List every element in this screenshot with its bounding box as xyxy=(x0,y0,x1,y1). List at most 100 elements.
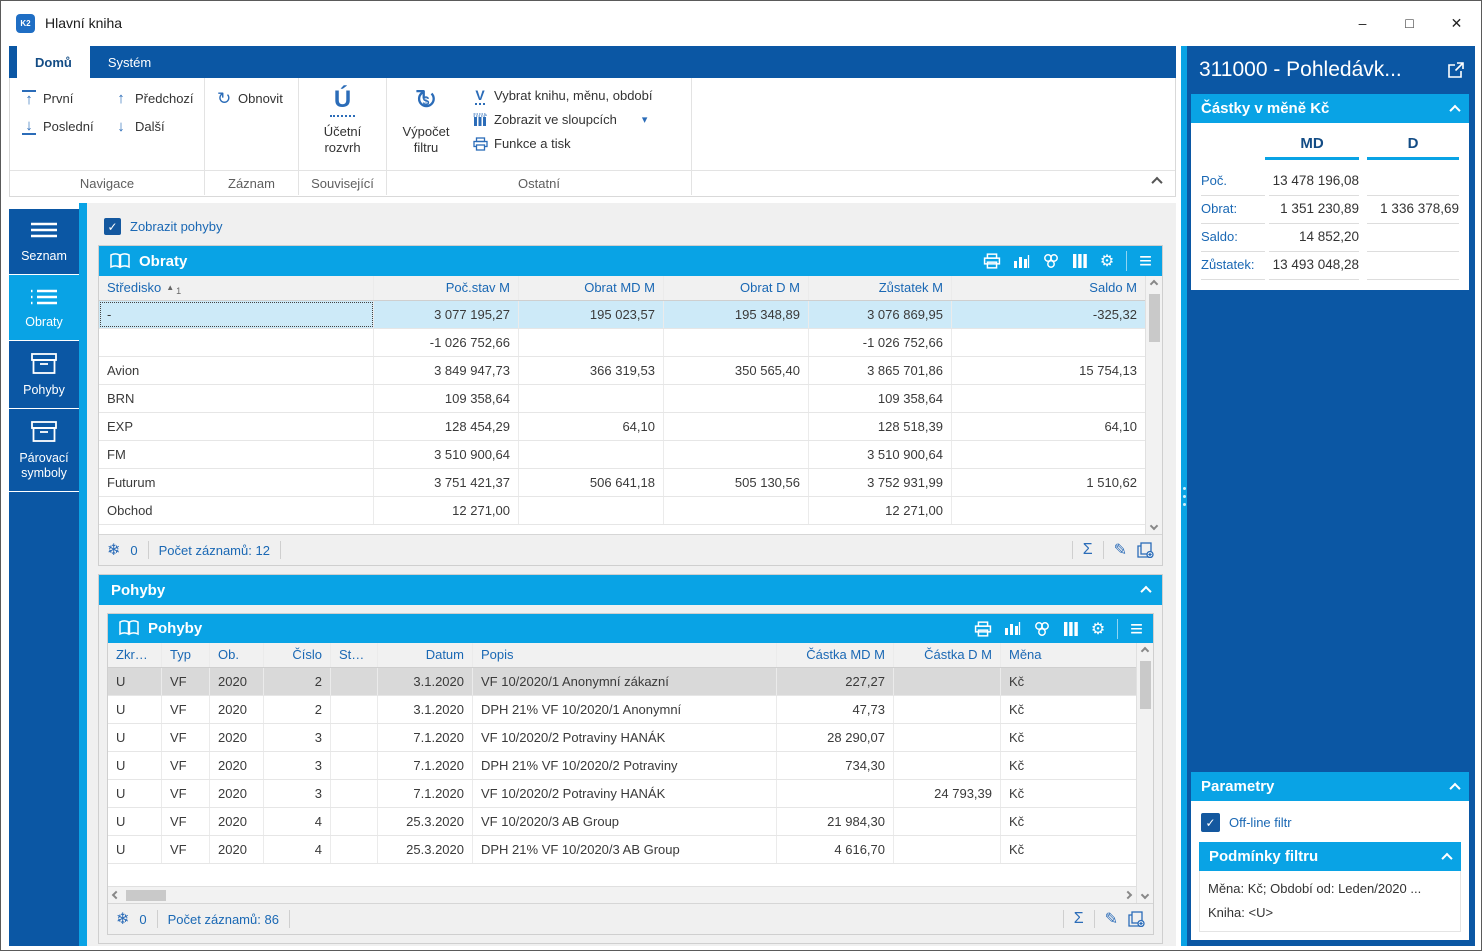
u-letter-icon: Ú xyxy=(329,86,356,117)
column-header-ob[interactable]: Ob. xyxy=(210,643,264,667)
previous-button[interactable]: ↑ Předchozí xyxy=(110,86,204,110)
sidebar-item-pohyby[interactable]: Pohyby xyxy=(9,341,79,409)
table-row[interactable]: BRN 109 358,64 109 358,64 xyxy=(99,385,1145,413)
table-row[interactable]: FM 3 510 900,64 3 510 900,64 xyxy=(99,441,1145,469)
table-row[interactable]: EXP 128 454,29 64,10 128 518,39 64,10 xyxy=(99,413,1145,441)
column-header-typ[interactable]: Typ xyxy=(162,643,210,667)
last-button[interactable]: ↓ Poslední xyxy=(18,114,110,138)
sum-icon[interactable]: Σ xyxy=(1073,910,1084,927)
columns-view-icon[interactable] xyxy=(1063,621,1079,637)
copy-add-icon[interactable] xyxy=(1128,911,1145,927)
column-header-obrat-d[interactable]: Obrat D M xyxy=(664,276,809,300)
column-header-cislo[interactable]: Číslo xyxy=(264,643,331,667)
sidebar-item-obraty[interactable]: Obraty xyxy=(9,275,79,341)
bar-chart-icon[interactable] xyxy=(1004,621,1021,636)
cell-popis: DPH 21% VF 10/2020/3 AB Group xyxy=(473,836,777,863)
gears-icon[interactable] xyxy=(1033,621,1051,637)
column-header-saldo[interactable]: Saldo M xyxy=(1089,280,1137,295)
print-icon[interactable] xyxy=(983,253,1001,269)
show-movements-checkbox[interactable]: ✓ xyxy=(104,218,121,235)
select-book-button[interactable]: V Vybrat knihu, měnu, období xyxy=(469,86,657,105)
cell-zkratka: U xyxy=(108,696,162,723)
table-row[interactable]: -1 026 752,66 -1 026 752,66 xyxy=(99,329,1145,357)
dropdown-caret-icon[interactable]: ▾ xyxy=(641,114,648,126)
close-button[interactable]: ✕ xyxy=(1450,14,1463,31)
settings-gear-icon[interactable]: ⚙ xyxy=(1090,620,1106,638)
column-header-zustatek[interactable]: Zůstatek M xyxy=(809,276,952,300)
scroll-down-icon[interactable] xyxy=(1146,518,1162,534)
settings-gear-icon[interactable]: ⚙ xyxy=(1099,253,1115,270)
sum-icon[interactable]: Σ xyxy=(1082,541,1093,558)
sidebar-item-parovaci-symboly[interactable]: Párovací symboly xyxy=(9,409,79,492)
offline-filter-checkbox[interactable]: ✓ xyxy=(1201,813,1220,832)
scroll-right-icon[interactable] xyxy=(1120,887,1136,903)
grid-menu-icon[interactable]: ≡ xyxy=(1130,615,1143,641)
amounts-section-header[interactable]: Částky v měně Kč xyxy=(1191,94,1469,123)
column-header-castka-d[interactable]: Částka D M xyxy=(894,643,1001,667)
column-header-obrat-md[interactable]: Obrat MD M xyxy=(519,276,664,300)
obraty-vertical-scrollbar[interactable] xyxy=(1145,276,1162,534)
table-row[interactable]: Avion 3 849 947,73 366 319,53 350 565,40… xyxy=(99,357,1145,385)
minimize-button[interactable]: – xyxy=(1358,15,1367,31)
table-row[interactable]: Obchod 12 271,00 12 271,00 xyxy=(99,497,1145,525)
copy-add-icon[interactable] xyxy=(1137,542,1154,558)
first-button[interactable]: ↑ První xyxy=(18,86,110,110)
edit-pencil-icon[interactable]: ✎ xyxy=(1113,542,1127,559)
table-row[interactable]: U VF 2020 3 7.1.2020 VF 10/2020/2 Potrav… xyxy=(108,780,1136,808)
columns-view-icon[interactable] xyxy=(1072,253,1088,269)
parameters-section-header[interactable]: Parametry xyxy=(1191,772,1469,801)
scrollbar-thumb[interactable] xyxy=(126,889,166,901)
scrollbar-thumb[interactable] xyxy=(1139,661,1151,709)
collapse-chevron-icon[interactable] xyxy=(1449,100,1461,118)
table-row[interactable]: U VF 2020 2 3.1.2020 VF 10/2020/1 Anonym… xyxy=(108,668,1136,696)
scroll-left-icon[interactable] xyxy=(108,887,124,903)
column-header-popis[interactable]: Popis xyxy=(473,643,777,667)
refresh-button[interactable]: ↻ Obnovit xyxy=(213,86,298,110)
ribbon-collapse-button[interactable] xyxy=(1151,172,1163,190)
table-row[interactable]: U VF 2020 4 25.3.2020 DPH 21% VF 10/2020… xyxy=(108,836,1136,864)
column-header-castka-md[interactable]: Částka MD M xyxy=(777,643,894,667)
table-row[interactable]: U VF 2020 4 25.3.2020 VF 10/2020/3 AB Gr… xyxy=(108,808,1136,836)
table-row[interactable]: Futurum 3 751 421,37 506 641,18 505 130,… xyxy=(99,469,1145,497)
column-header-pocstav[interactable]: Poč.stav M xyxy=(374,276,519,300)
pohyby-section-header[interactable]: Pohyby xyxy=(99,575,1162,605)
filter-calculation-button[interactable]: ↻ $ Výpočet filtru xyxy=(387,78,465,156)
column-header-mena[interactable]: Měna xyxy=(1009,647,1042,662)
collapse-chevron-icon[interactable] xyxy=(1449,778,1461,796)
chart-of-accounts-button[interactable]: Ú Účetní rozvrh xyxy=(299,78,386,156)
column-header-storno[interactable]: Storno xyxy=(331,643,378,667)
scrollbar-thumb[interactable] xyxy=(1148,294,1160,342)
next-button[interactable]: ↓ Další xyxy=(110,114,204,138)
collapse-chevron-icon[interactable] xyxy=(1441,848,1453,866)
sidebar-item-seznam[interactable]: Seznam xyxy=(9,209,79,275)
print-icon[interactable] xyxy=(974,620,992,637)
column-header-zkratka[interactable]: Zkratka xyxy=(108,643,162,667)
table-row[interactable]: - 3 077 195,27 195 023,57 195 348,89 3 0… xyxy=(99,301,1145,329)
edit-pencil-icon[interactable]: ✎ xyxy=(1104,911,1118,928)
panel-splitter[interactable] xyxy=(1181,46,1187,946)
table-row[interactable]: U VF 2020 2 3.1.2020 DPH 21% VF 10/2020/… xyxy=(108,696,1136,724)
scroll-up-icon[interactable] xyxy=(1146,276,1162,292)
open-external-icon[interactable] xyxy=(1447,61,1465,79)
pohyby-vertical-scrollbar[interactable] xyxy=(1136,643,1153,903)
grid-menu-icon[interactable]: ≡ xyxy=(1139,248,1152,273)
scroll-up-icon[interactable] xyxy=(1137,643,1153,659)
cell-storno xyxy=(331,780,378,807)
pohyby-horizontal-scrollbar[interactable] xyxy=(108,886,1136,903)
cell-saldo: -325,32 xyxy=(952,301,1145,328)
table-row[interactable]: U VF 2020 3 7.1.2020 DPH 21% VF 10/2020/… xyxy=(108,752,1136,780)
column-header-datum[interactable]: Datum xyxy=(378,643,473,667)
filter-conditions-header[interactable]: Podmínky filtru xyxy=(1199,842,1461,871)
maximize-button[interactable]: □ xyxy=(1405,15,1414,31)
table-row[interactable]: U VF 2020 3 7.1.2020 VF 10/2020/2 Potrav… xyxy=(108,724,1136,752)
gears-icon[interactable] xyxy=(1042,253,1060,269)
functions-print-button[interactable]: Funkce a tisk xyxy=(469,134,657,153)
filter-conditions-body: Měna: Kč; Období od: Leden/2020 ... Knih… xyxy=(1199,871,1461,932)
show-in-columns-button[interactable]: Zobrazit ve sloupcích ▾ xyxy=(469,110,657,129)
column-header-stredisko[interactable]: Středisko ▲ 1 xyxy=(99,276,374,300)
tab-system[interactable]: Systém xyxy=(107,54,152,70)
tab-domu[interactable]: Domů xyxy=(17,46,90,78)
scroll-down-icon[interactable] xyxy=(1137,887,1153,903)
bar-chart-icon[interactable] xyxy=(1013,254,1030,269)
collapse-chevron-icon[interactable] xyxy=(1140,581,1152,599)
